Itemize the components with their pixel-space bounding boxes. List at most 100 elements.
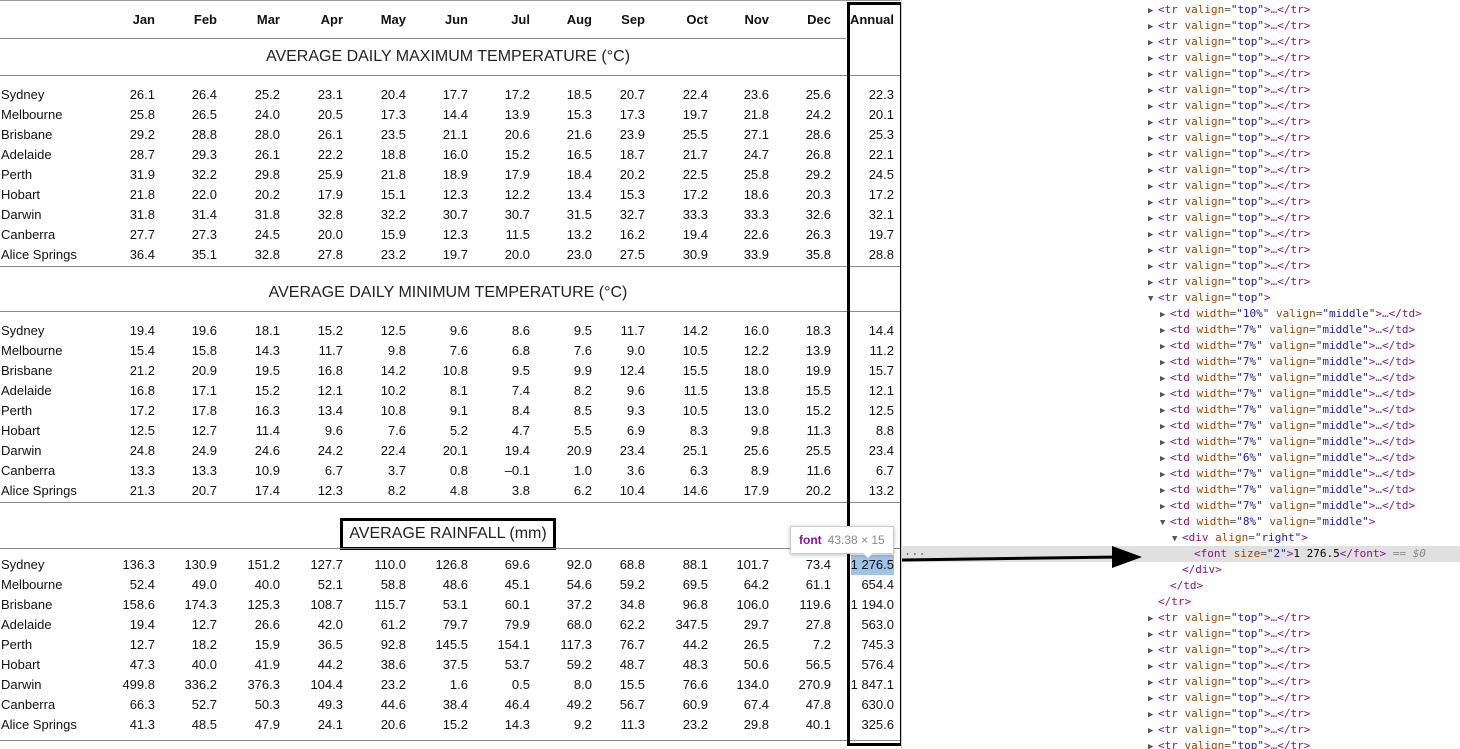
dom-node-td-expanded[interactable]: ▼ <td width="8%" valign="middle"> xyxy=(1160,515,1376,528)
city-name: Perth xyxy=(1,167,33,182)
data-cell: 17.9 xyxy=(317,187,343,202)
city-name: Hobart xyxy=(1,423,41,438)
city-name: Sydney xyxy=(1,87,45,102)
data-cell: 20.3 xyxy=(805,187,831,202)
dom-node-tr-collapsed[interactable]: ▶ <tr valign="top">…</tr> xyxy=(1148,211,1311,224)
dom-node-td[interactable]: ▶ <td width="6%" valign="middle">…</td> xyxy=(1160,451,1416,464)
data-cell: 134.0 xyxy=(736,677,769,692)
dom-node-tr-collapsed[interactable]: ▶ <tr valign="top">…</tr> xyxy=(1148,739,1311,749)
dom-node-tr-collapsed[interactable]: ▶ <tr valign="top">…</tr> xyxy=(1148,99,1311,112)
dom-node-td[interactable]: ▶ <td width="7%" valign="middle">…</td> xyxy=(1160,435,1416,448)
data-cell: 34.8 xyxy=(619,597,645,612)
dom-node-font-selected[interactable]: <font size="2">1 276.5</font> == $0 xyxy=(1194,547,1426,560)
node-options-dots[interactable]: ... xyxy=(904,544,926,558)
data-cell: 33.3 xyxy=(682,207,708,222)
city-name: Canberra xyxy=(1,697,56,712)
data-cell: 44.6 xyxy=(380,697,406,712)
devtools-elements-panel[interactable]: ... ▶ <tr valign="top">…</tr> ▶ <tr valign=… xyxy=(902,0,1460,749)
annual-cell: 654.4 xyxy=(861,577,894,592)
data-cell: 17.2 xyxy=(682,187,708,202)
data-cell: 16.0 xyxy=(442,147,468,162)
data-cell: 96.8 xyxy=(682,597,708,612)
data-cell: 26.8 xyxy=(805,147,831,162)
dom-node-tr-collapsed[interactable]: ▶ <tr valign="top">…</tr> xyxy=(1148,707,1311,720)
data-cell: 69.6 xyxy=(504,557,530,572)
data-cell: 35.1 xyxy=(191,247,217,262)
dom-node-td[interactable]: ▶ <td width="7%" valign="middle">…</td> xyxy=(1160,323,1416,336)
data-cell: 62.2 xyxy=(619,617,645,632)
month-header-jul: Jul xyxy=(511,12,530,27)
dom-node-tr-collapsed[interactable]: ▶ <tr valign="top">…</tr> xyxy=(1148,163,1311,176)
data-cell: 12.3 xyxy=(442,227,468,242)
dom-node-td[interactable]: ▶ <td width="7%" valign="middle">…</td> xyxy=(1160,483,1416,496)
dom-node-td[interactable]: ▶ <td width="7%" valign="middle">…</td> xyxy=(1160,419,1416,432)
data-cell: 36.4 xyxy=(129,247,155,262)
dom-node-tr-expanded[interactable]: ▼ <tr valign="top"> xyxy=(1148,291,1271,304)
data-cell: 127.7 xyxy=(310,557,343,572)
annual-cell: 12.1 xyxy=(868,383,894,398)
dom-node-tr-collapsed[interactable]: ▶ <tr valign="top">…</tr> xyxy=(1148,83,1311,96)
data-cell: 23.9 xyxy=(619,127,645,142)
dom-node-tr-collapsed[interactable]: ▶ <tr valign="top">…</tr> xyxy=(1148,3,1311,16)
data-cell: 68.8 xyxy=(619,557,645,572)
data-cell: 151.2 xyxy=(247,557,280,572)
dom-node-tr-collapsed[interactable]: ▶ <tr valign="top">…</tr> xyxy=(1148,131,1311,144)
data-cell: 158.6 xyxy=(122,597,155,612)
section-title-boxed: AVERAGE RAINFALL (mm) xyxy=(340,518,556,550)
data-cell: 11.3 xyxy=(620,717,645,732)
dom-node-tr-collapsed[interactable]: ▶ <tr valign="top">…</tr> xyxy=(1148,243,1311,256)
dom-node-tr-collapsed[interactable]: ▶ <tr valign="top">…</tr> xyxy=(1148,275,1311,288)
data-cell: 23.5 xyxy=(380,127,406,142)
data-cell: 13.4 xyxy=(317,403,343,418)
dom-node-td[interactable]: ▶ <td width="7%" valign="middle">…</td> xyxy=(1160,499,1416,512)
dom-node-td[interactable]: ▶ <td width="7%" valign="middle">…</td> xyxy=(1160,387,1416,400)
annual-cell: 745.3 xyxy=(861,637,894,652)
data-cell: 27.8 xyxy=(317,247,343,262)
dom-node-tr-collapsed[interactable]: ▶ <tr valign="top">…</tr> xyxy=(1148,51,1311,64)
annual-cell: 12.5 xyxy=(868,403,894,418)
dom-node-td[interactable]: ▶ <td width="10%" valign="middle">…</td> xyxy=(1160,307,1422,320)
dom-node-tr-collapsed[interactable]: ▶ <tr valign="top">…</tr> xyxy=(1148,35,1311,48)
data-cell: 41.9 xyxy=(254,657,280,672)
data-cell: 18.6 xyxy=(743,187,769,202)
element-inspector-tooltip: font 43.38 × 15 xyxy=(790,526,894,554)
data-cell: 33.3 xyxy=(743,207,769,222)
section-title: AVERAGE RAINFALL (mm) xyxy=(0,518,896,550)
dom-node-div[interactable]: ▼ <div align="right"> xyxy=(1172,531,1308,544)
dom-node-tr-collapsed[interactable]: ▶ <tr valign="top">…</tr> xyxy=(1148,195,1311,208)
dom-node-tr-collapsed[interactable]: ▶ <tr valign="top">…</tr> xyxy=(1148,643,1311,656)
pane-divider[interactable] xyxy=(901,0,902,749)
dom-node-td[interactable]: ▶ <td width="7%" valign="middle">…</td> xyxy=(1160,403,1416,416)
annual-cell: 28.8 xyxy=(868,247,894,262)
dom-node-tr-collapsed[interactable]: ▶ <tr valign="top">…</tr> xyxy=(1148,627,1311,640)
dom-node-td[interactable]: ▶ <td width="7%" valign="middle">…</td> xyxy=(1160,355,1416,368)
dom-node-td[interactable]: ▶ <td width="7%" valign="middle">…</td> xyxy=(1160,339,1416,352)
dom-node-td-close[interactable]: </td> xyxy=(1170,579,1204,592)
city-name: Adelaide xyxy=(1,147,52,162)
annual-column-highlight-box xyxy=(847,2,902,746)
data-cell: 27.1 xyxy=(743,127,769,142)
dom-node-td[interactable]: ▶ <td width="7%" valign="middle">…</td> xyxy=(1160,467,1416,480)
dom-node-tr-collapsed[interactable]: ▶ <tr valign="top">…</tr> xyxy=(1148,19,1311,32)
dom-node-tr-collapsed[interactable]: ▶ <tr valign="top">…</tr> xyxy=(1148,115,1311,128)
dom-node-tr-collapsed[interactable]: ▶ <tr valign="top">…</tr> xyxy=(1148,675,1311,688)
dom-node-tr-collapsed[interactable]: ▶ <tr valign="top">…</tr> xyxy=(1148,723,1311,736)
data-cell: 9.6 xyxy=(324,423,343,438)
data-cell: 26.1 xyxy=(129,87,155,102)
data-cell: 61.1 xyxy=(805,577,831,592)
dom-node-tr-collapsed[interactable]: ▶ <tr valign="top">…</tr> xyxy=(1148,179,1311,192)
dom-node-tr-collapsed[interactable]: ▶ <tr valign="top">…</tr> xyxy=(1148,659,1311,672)
data-cell: 115.7 xyxy=(374,597,406,612)
dom-node-tr-collapsed[interactable]: ▶ <tr valign="top">…</tr> xyxy=(1148,67,1311,80)
dom-node-tr-collapsed[interactable]: ▶ <tr valign="top">…</tr> xyxy=(1148,611,1311,624)
dom-node-tr-collapsed[interactable]: ▶ <tr valign="top">…</tr> xyxy=(1148,691,1311,704)
dom-node-td[interactable]: ▶ <td width="7%" valign="middle">…</td> xyxy=(1160,371,1416,384)
dom-node-tr-close[interactable]: </tr> xyxy=(1158,595,1192,608)
dom-node-div-close[interactable]: </div> xyxy=(1182,563,1222,576)
dom-node-tr-collapsed[interactable]: ▶ <tr valign="top">…</tr> xyxy=(1148,147,1311,160)
table-row: Canberra 66.3 52.7 50.3 49.3 44.6 38.4 46.4 49.2… xyxy=(0,695,900,715)
table-row: Canberra 27.7 27.3 24.5 20.0 15.9 12.3 11.5 13.2… xyxy=(0,225,900,245)
data-cell: 92.0 xyxy=(566,557,592,572)
dom-node-tr-collapsed[interactable]: ▶ <tr valign="top">…</tr> xyxy=(1148,227,1311,240)
dom-node-tr-collapsed[interactable]: ▶ <tr valign="top">…</tr> xyxy=(1148,259,1311,272)
